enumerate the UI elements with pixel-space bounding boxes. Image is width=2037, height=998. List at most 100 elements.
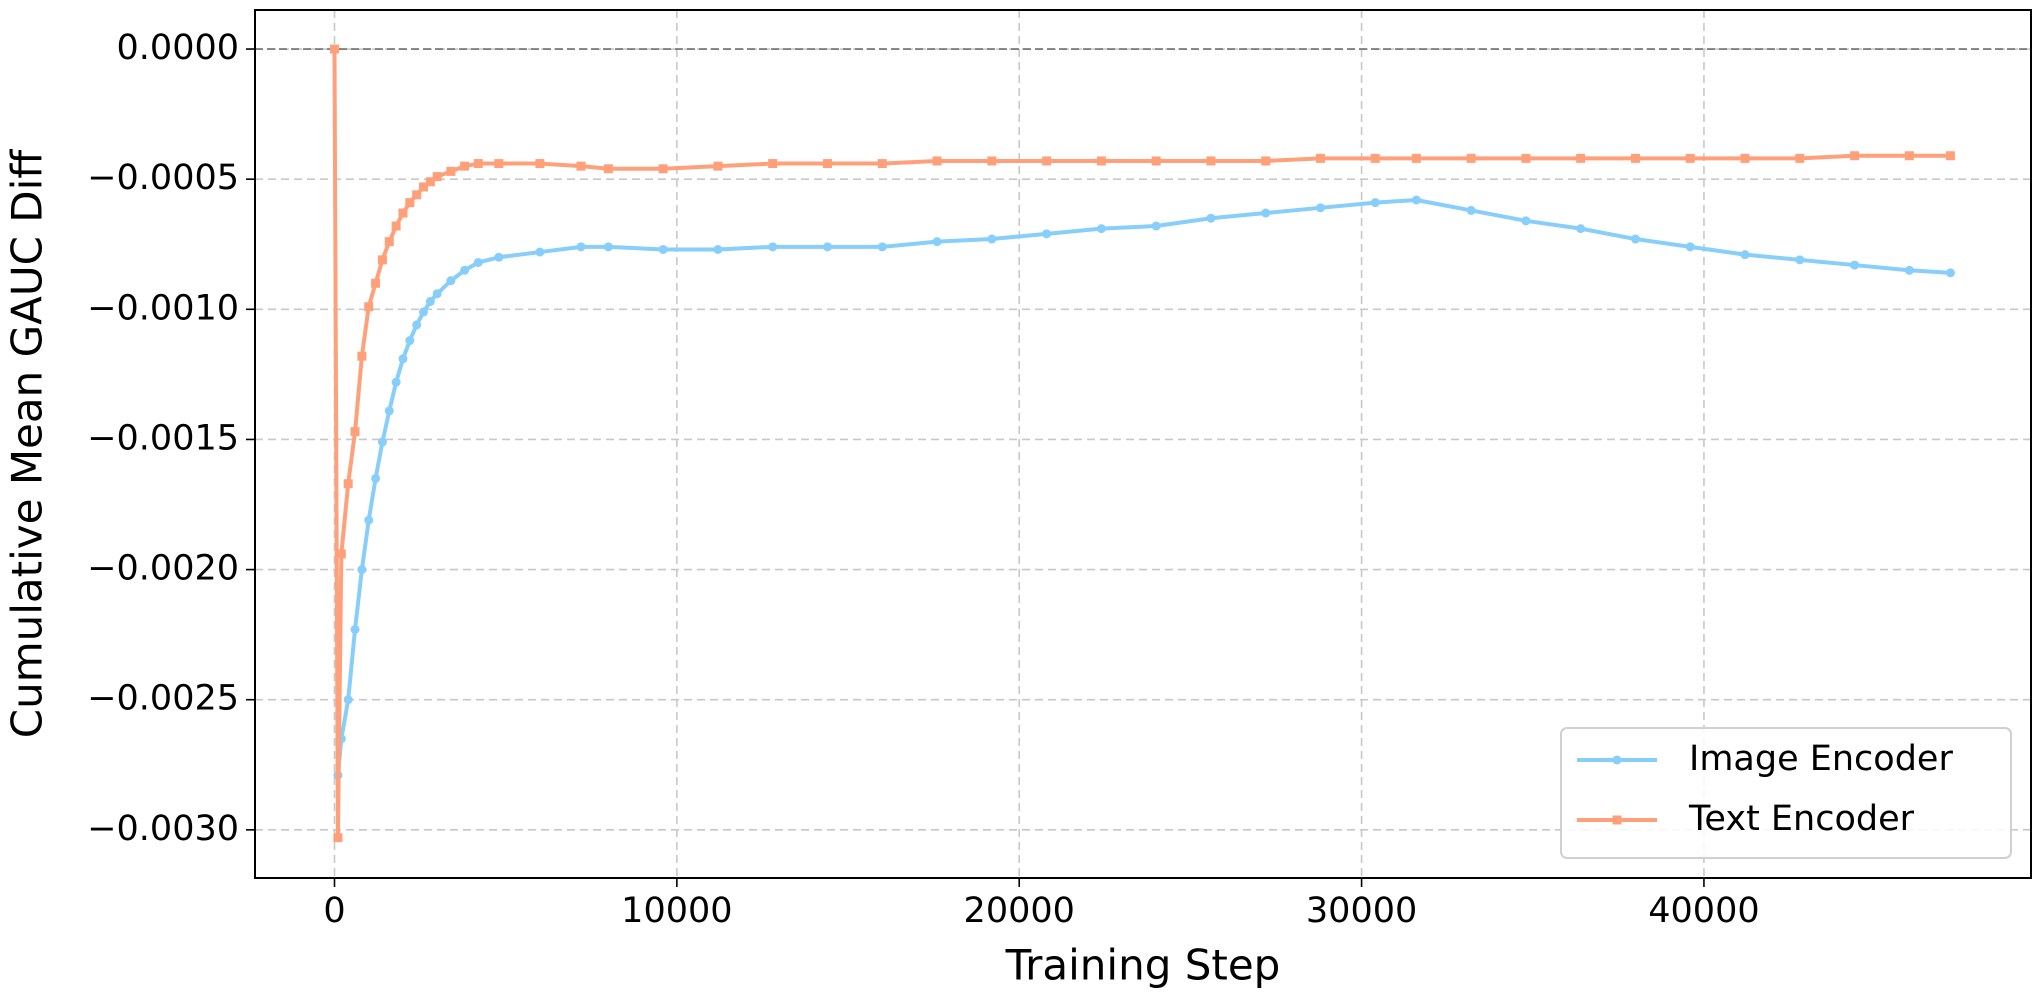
legend-marker: [1612, 755, 1622, 765]
data-point: [371, 278, 381, 288]
data-point: [364, 302, 374, 312]
data-point: [1795, 255, 1805, 265]
data-point: [350, 427, 360, 437]
data-point: [713, 161, 723, 171]
data-point: [384, 237, 394, 247]
data-point: [412, 320, 422, 330]
y-tick-label: −0.0020: [87, 549, 239, 589]
data-point: [1740, 153, 1750, 163]
data-point: [1466, 205, 1476, 215]
data-point: [1904, 265, 1914, 275]
data-point: [1630, 234, 1640, 244]
data-point: [658, 164, 668, 174]
data-point: [1795, 153, 1805, 163]
data-point: [384, 406, 394, 416]
data-point: [1411, 153, 1421, 163]
data-point: [932, 237, 942, 247]
data-point: [405, 336, 415, 346]
data-point: [1576, 153, 1586, 163]
data-point: [768, 159, 778, 169]
data-point: [987, 156, 997, 166]
data-point: [494, 159, 504, 169]
x-tick-label: 10000: [621, 891, 732, 931]
data-point: [364, 515, 374, 525]
data-point: [1850, 151, 1860, 161]
data-point: [932, 156, 942, 166]
data-point: [1206, 156, 1216, 166]
data-point: [432, 172, 442, 182]
y-axis-label: Cumulative Mean GAUC Diff: [3, 149, 52, 739]
data-point: [425, 177, 435, 187]
plot-frame: [254, 9, 2032, 879]
data-point: [494, 252, 504, 262]
legend: Image Encoder Text Encoder: [1560, 727, 2012, 859]
data-point: [473, 257, 483, 267]
data-point: [446, 276, 456, 286]
y-tick-label: −0.0005: [87, 158, 239, 198]
legend-marker: [1612, 815, 1622, 825]
y-tick-label: 0.0000: [117, 28, 239, 68]
x-tick-label: 40000: [1648, 891, 1759, 931]
data-point: [1740, 250, 1750, 260]
data-point: [713, 244, 723, 254]
data-point: [398, 354, 408, 364]
legend-label: Text Encoder: [1688, 799, 1915, 839]
data-point: [343, 479, 353, 489]
x-tick-label: 30000: [1306, 891, 1417, 931]
data-point: [1521, 153, 1531, 163]
data-point: [398, 208, 408, 218]
data-point: [1685, 242, 1695, 252]
data-point: [432, 289, 442, 299]
data-point: [1261, 208, 1271, 218]
data-point: [473, 159, 483, 169]
data-point: [377, 255, 387, 265]
data-point: [1630, 153, 1640, 163]
y-tick-label: −0.0010: [87, 288, 239, 328]
data-point: [357, 565, 367, 575]
data-point: [576, 161, 586, 171]
data-point: [419, 307, 429, 317]
data-point: [1096, 224, 1106, 234]
data-point: [357, 351, 367, 361]
data-point: [877, 159, 887, 169]
data-point: [446, 166, 456, 176]
data-point: [877, 242, 887, 252]
data-point: [460, 161, 470, 171]
data-point: [1945, 268, 1955, 278]
series-line: [335, 197, 1951, 776]
data-point: [1411, 195, 1421, 205]
y-tick-label: −0.0030: [87, 809, 239, 849]
data-point: [1261, 156, 1271, 166]
data-point: [391, 221, 401, 231]
data-point: [1151, 156, 1161, 166]
data-point: [405, 198, 415, 208]
data-point: [333, 833, 343, 843]
data-point: [1315, 203, 1325, 213]
data-point: [1685, 153, 1695, 163]
data-point: [1521, 216, 1531, 226]
data-point: [419, 182, 429, 192]
data-point: [1466, 153, 1476, 163]
data-point: [576, 242, 586, 252]
data-point: [1370, 153, 1380, 163]
data-point: [1151, 221, 1161, 231]
y-tick-label: −0.0015: [87, 418, 239, 458]
data-point: [822, 242, 832, 252]
data-point: [336, 549, 346, 559]
data-point: [412, 190, 422, 200]
y-tick-label: −0.0025: [87, 679, 239, 719]
data-point: [1042, 229, 1052, 239]
legend-box: [1560, 727, 2012, 859]
data-point: [603, 164, 613, 174]
data-point: [603, 242, 613, 252]
data-point: [1042, 156, 1052, 166]
data-point: [535, 159, 545, 169]
data-point: [343, 695, 353, 705]
data-point: [350, 624, 360, 634]
data-point: [460, 265, 470, 275]
data-point: [329, 44, 339, 54]
data-point: [1945, 151, 1955, 161]
data-point: [768, 242, 778, 252]
data-point: [377, 437, 387, 447]
